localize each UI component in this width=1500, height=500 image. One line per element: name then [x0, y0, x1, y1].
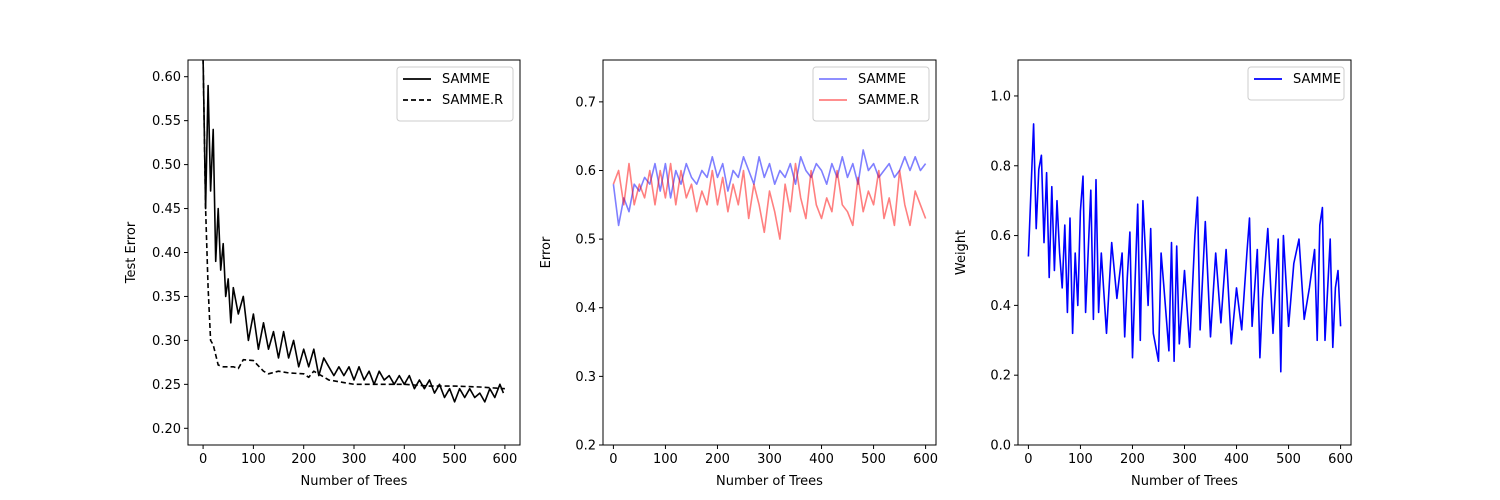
legend-frame — [1247, 66, 1345, 101]
x-tick-label: 200 — [705, 452, 730, 467]
subplot-3: 0 100 200 300 400 500 600 0.0 0.2 0.4 0.6 0.8 1.0 Num… — [954, 59, 1353, 489]
y-tick-label: 0.5 — [575, 233, 596, 248]
x-axis-label: Number of Trees — [1131, 474, 1238, 489]
y-tick-label: 0.40 — [152, 246, 181, 261]
y-tick-label: 0.20 — [152, 422, 181, 437]
series-line-samme-r — [202, 60, 505, 390]
x-tick-label: 300 — [757, 452, 782, 467]
x-tick-label: 100 — [653, 452, 678, 467]
legend: SAMME SAMME.R — [812, 66, 930, 122]
x-tick-label: 200 — [291, 452, 316, 467]
series-line-samme — [612, 149, 927, 227]
x-tick-label: 300 — [342, 452, 367, 467]
series-line-samme — [202, 60, 505, 403]
subplot-2: 0 100 200 300 400 500 600 0.2 0.3 0.4 0.5 0.6 0.7 Num… — [539, 59, 938, 489]
legend-label: SAMME — [858, 72, 906, 87]
subplot-1: 0 100 200 300 400 500 600 0.20 0.25 0.30 0.35 0.40 0… — [124, 59, 521, 489]
y-tick-label: 0.6 — [575, 164, 596, 179]
y-tick-label: 0.50 — [152, 158, 181, 173]
y-tick-label: 0.60 — [152, 70, 181, 85]
y-tick-label: 0.8 — [990, 159, 1011, 174]
x-tick-label: 500 — [861, 452, 886, 467]
y-axis-label: Error — [539, 236, 554, 268]
y-axis-label: Weight — [954, 230, 969, 275]
y-tick-label: 0.25 — [152, 378, 181, 393]
legend-frame — [396, 66, 514, 122]
x-tick-label: 0 — [199, 452, 207, 467]
x-tick-label: 200 — [1120, 452, 1145, 467]
legend: SAMME — [1247, 66, 1345, 101]
y-tick-label: 0.3 — [575, 370, 596, 385]
y-tick-label: 0.4 — [575, 301, 596, 316]
x-tick-label: 600 — [913, 452, 938, 467]
x-tick-label: 500 — [1276, 452, 1301, 467]
x-tick-label: 500 — [442, 452, 467, 467]
x-tick-label: 100 — [1068, 452, 1093, 467]
x-tick-label: 300 — [1172, 452, 1197, 467]
x-tick-label: 0 — [609, 452, 617, 467]
y-tick-label: 0.7 — [575, 95, 596, 110]
x-axis-label: Number of Trees — [301, 474, 408, 489]
legend-label: SAMME.R — [858, 93, 919, 108]
x-tick-label: 600 — [492, 452, 517, 467]
y-tick-label: 0.35 — [152, 290, 181, 305]
y-tick-label: 0.4 — [990, 299, 1011, 314]
x-tick-label: 100 — [241, 452, 266, 467]
y-tick-label: 0.45 — [152, 202, 181, 217]
legend-label: SAMME — [1293, 72, 1341, 87]
x-tick-label: 400 — [392, 452, 417, 467]
x-tick-label: 400 — [1224, 452, 1249, 467]
legend-frame — [812, 66, 930, 122]
x-tick-label: 600 — [1328, 452, 1353, 467]
legend-label: SAMME — [442, 72, 490, 87]
y-axis-label: Test Error — [124, 221, 139, 284]
series-line-samme-r — [612, 162, 927, 240]
axes-frame — [1017, 59, 1352, 446]
x-axis-label: Number of Trees — [716, 474, 823, 489]
series-line-samme — [1027, 123, 1342, 373]
y-tick-label: 1.0 — [990, 89, 1011, 104]
y-tick-label: 0.0 — [990, 439, 1011, 454]
y-tick-label: 0.2 — [575, 439, 596, 454]
legend-label: SAMME.R — [442, 93, 503, 108]
y-tick-label: 0.30 — [152, 334, 181, 349]
legend: SAMME SAMME.R — [396, 66, 514, 122]
y-tick-label: 0.55 — [152, 114, 181, 129]
y-tick-label: 0.6 — [990, 229, 1011, 244]
x-tick-label: 0 — [1024, 452, 1032, 467]
y-tick-label: 0.2 — [990, 369, 1011, 384]
x-tick-label: 400 — [809, 452, 834, 467]
